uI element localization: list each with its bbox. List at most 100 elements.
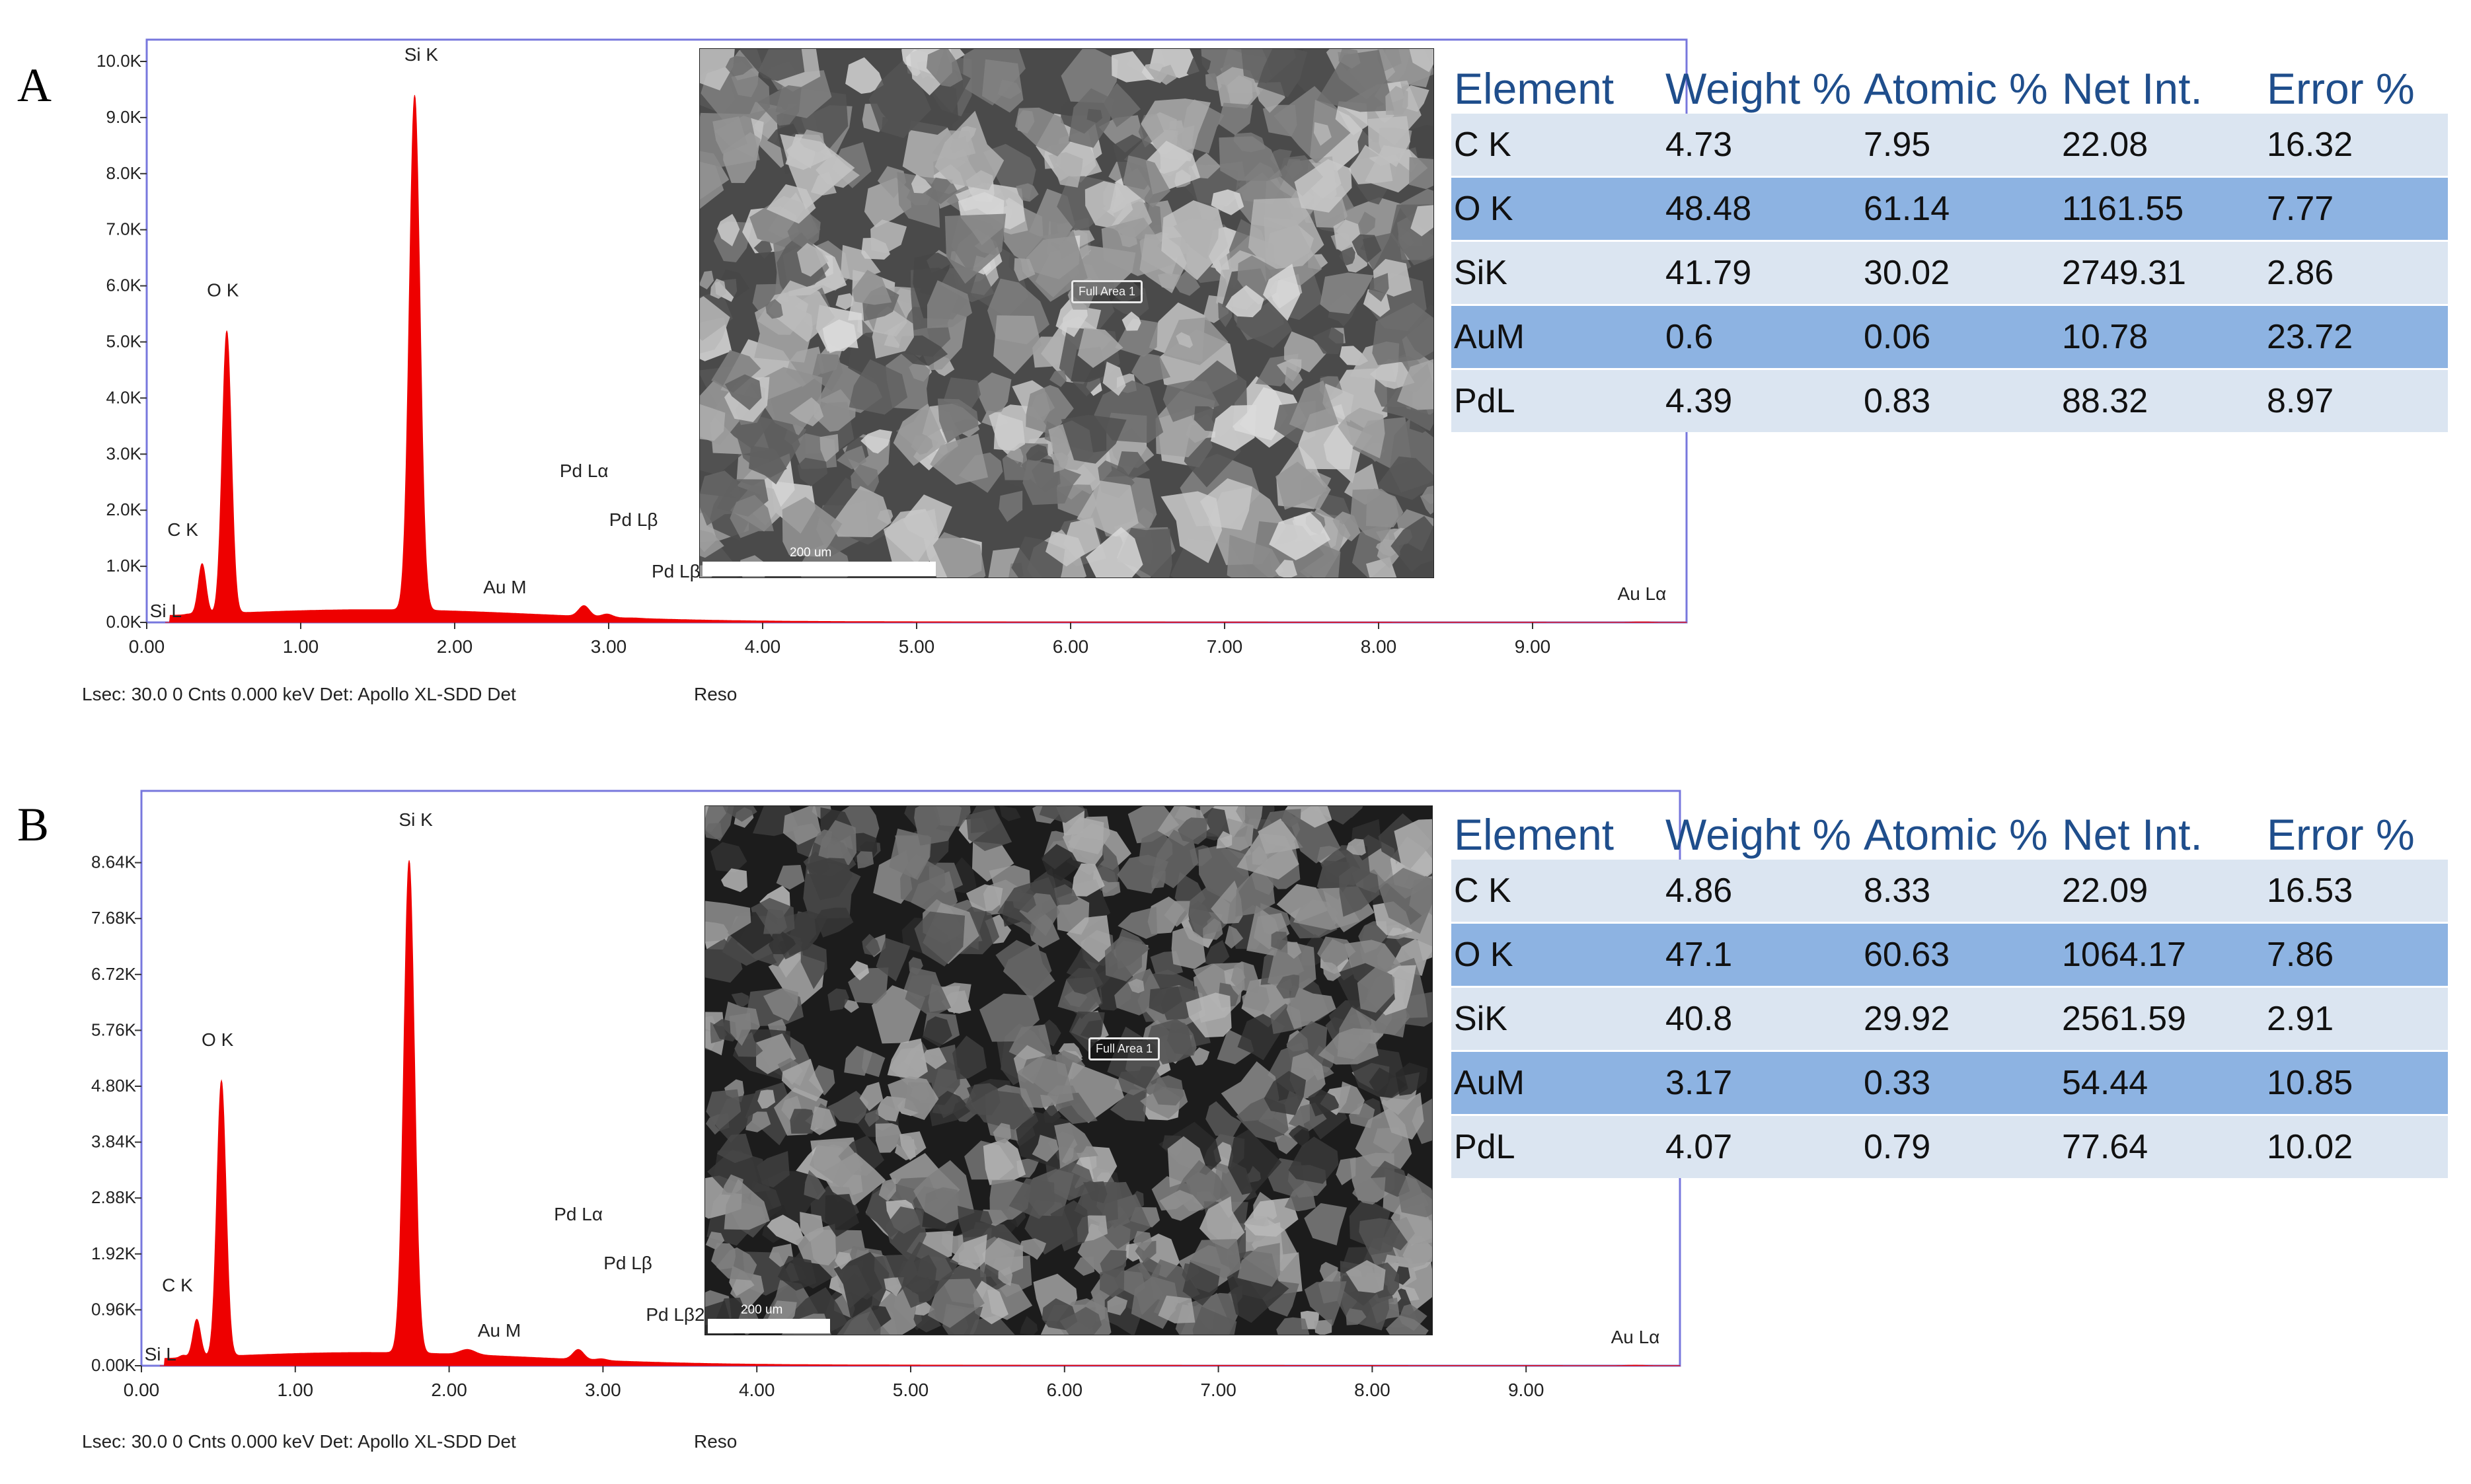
sem-grain (787, 209, 821, 250)
value-cell: 0.83 (1861, 368, 2059, 432)
y-tick-label: 7.68K (91, 908, 137, 928)
sem-grain (998, 1266, 1013, 1286)
peak-label: Pd Lα (560, 461, 609, 481)
sem-grain (1409, 49, 1433, 73)
sem-grain (973, 1280, 1008, 1325)
sem-grain (970, 1090, 1034, 1130)
sem-grain (816, 907, 854, 938)
y-tick-label: 7.0K (106, 219, 142, 239)
y-tick-label: 8.64K (91, 852, 137, 872)
sem-grain (716, 1133, 753, 1164)
value-cell: 2.86 (2264, 240, 2448, 305)
sem-grain (932, 532, 986, 577)
sem-grain (835, 1251, 852, 1270)
sem-grain (795, 1224, 837, 1266)
value-cell: 2749.31 (2059, 240, 2264, 305)
sem-grain (724, 374, 762, 410)
sem-grain (767, 1214, 804, 1245)
sem-micrograph: Full Area 1 200 um (699, 48, 1434, 578)
sem-grain (825, 1194, 860, 1237)
detector-info: Lsec: 30.0 0 Cnts 0.000 keV Det: Apollo … (82, 1431, 516, 1452)
sem-grain (875, 1123, 904, 1153)
sem-grain (1189, 1047, 1210, 1066)
sem-grain (1274, 86, 1351, 164)
sem-grain (844, 999, 859, 1013)
sem-grain (993, 413, 1026, 451)
x-tick-label: 5.00 (899, 636, 935, 657)
sem-grain (1020, 1316, 1038, 1335)
scale-bar-label: 200 um (741, 1303, 783, 1317)
x-tick-label: 7.00 (1200, 1380, 1236, 1400)
sem-grain (927, 280, 972, 328)
sem-grain (905, 975, 952, 1018)
sem-grain (1049, 370, 1067, 387)
sem-grain (1289, 806, 1341, 864)
sem-grain (1395, 1062, 1428, 1096)
sem-grain (1115, 318, 1158, 357)
sem-grain (1163, 317, 1229, 365)
sem-grain (1275, 560, 1297, 577)
sem-grain (856, 851, 874, 869)
table-row: O K 47.1 60.63 1064.17 7.86 (1451, 922, 2448, 987)
sem-grain (1066, 915, 1112, 963)
sem-grain (1275, 461, 1328, 510)
panel-a: A 0.0K 1.0K 2.0K 3.0K 4.0K 5.0K 6.0K 7.0K 8.0K 9.… (0, 0, 2471, 734)
sem-grain (1071, 863, 1105, 897)
sem-grain (1017, 1057, 1074, 1108)
element-cell: C K (1451, 114, 1663, 177)
sem-grain (797, 457, 828, 487)
sem-grain (888, 1076, 939, 1121)
sem-grain (877, 509, 893, 525)
sem-grain (1131, 353, 1171, 385)
value-cell: 0.6 (1663, 304, 1861, 369)
value-cell: 0.79 (1861, 1114, 2059, 1178)
sem-grain (941, 1232, 964, 1255)
sem-grain (958, 1205, 993, 1238)
y-tick-label: 1.92K (91, 1243, 137, 1263)
y-tick-label: 8.0K (106, 163, 142, 183)
sem-grain (844, 1045, 873, 1076)
sem-grain (730, 495, 774, 538)
sem-grain (1210, 254, 1230, 270)
value-cell: 10.78 (2059, 304, 2264, 369)
value-cell: 7.86 (2264, 922, 2448, 987)
sem-grain (1390, 515, 1433, 572)
sem-grain (977, 372, 1012, 414)
sem-grain (1269, 511, 1331, 560)
spectrum-series (165, 94, 1687, 623)
sem-grain (849, 359, 908, 415)
sem-grain (1236, 833, 1299, 880)
sem-grain (1281, 809, 1301, 827)
sem-grain (1378, 866, 1432, 934)
sem-grain (1158, 1295, 1196, 1323)
y-tick-label: 0.96K (91, 1299, 137, 1319)
element-cell: AuM (1451, 304, 1663, 369)
sem-grain (899, 1131, 927, 1161)
value-cell: 54.44 (2059, 1050, 2264, 1115)
sem-grain (831, 486, 892, 537)
table-header-cell: Element (1454, 64, 1615, 113)
sem-grain (1338, 1081, 1365, 1115)
sem-grain (1061, 414, 1127, 464)
sem-grain (729, 1012, 751, 1046)
sem-grain (1225, 285, 1264, 318)
sem-grain (1270, 149, 1292, 172)
x-tick-label: 3.00 (591, 636, 627, 657)
sem-grain (767, 280, 835, 342)
sem-grain (1084, 181, 1133, 229)
sem-grain (897, 335, 948, 366)
sem-grain (884, 1277, 904, 1296)
value-cell: 0.06 (1861, 304, 2059, 369)
sem-grain (1276, 974, 1300, 999)
sem-grain (1007, 447, 1024, 463)
sem-grain (1050, 452, 1069, 473)
sem-grain (777, 1255, 817, 1291)
sem-grain (810, 1106, 837, 1135)
sem-grain (1171, 926, 1206, 969)
x-tick-label: 0.00 (124, 1380, 160, 1400)
peak-label: C K (167, 519, 198, 540)
table-row: AuM 3.17 0.33 54.44 10.85 (1451, 1050, 2448, 1115)
sem-grain (1319, 1261, 1338, 1282)
sem-grain (1409, 157, 1433, 190)
sem-grain (1304, 1281, 1347, 1326)
